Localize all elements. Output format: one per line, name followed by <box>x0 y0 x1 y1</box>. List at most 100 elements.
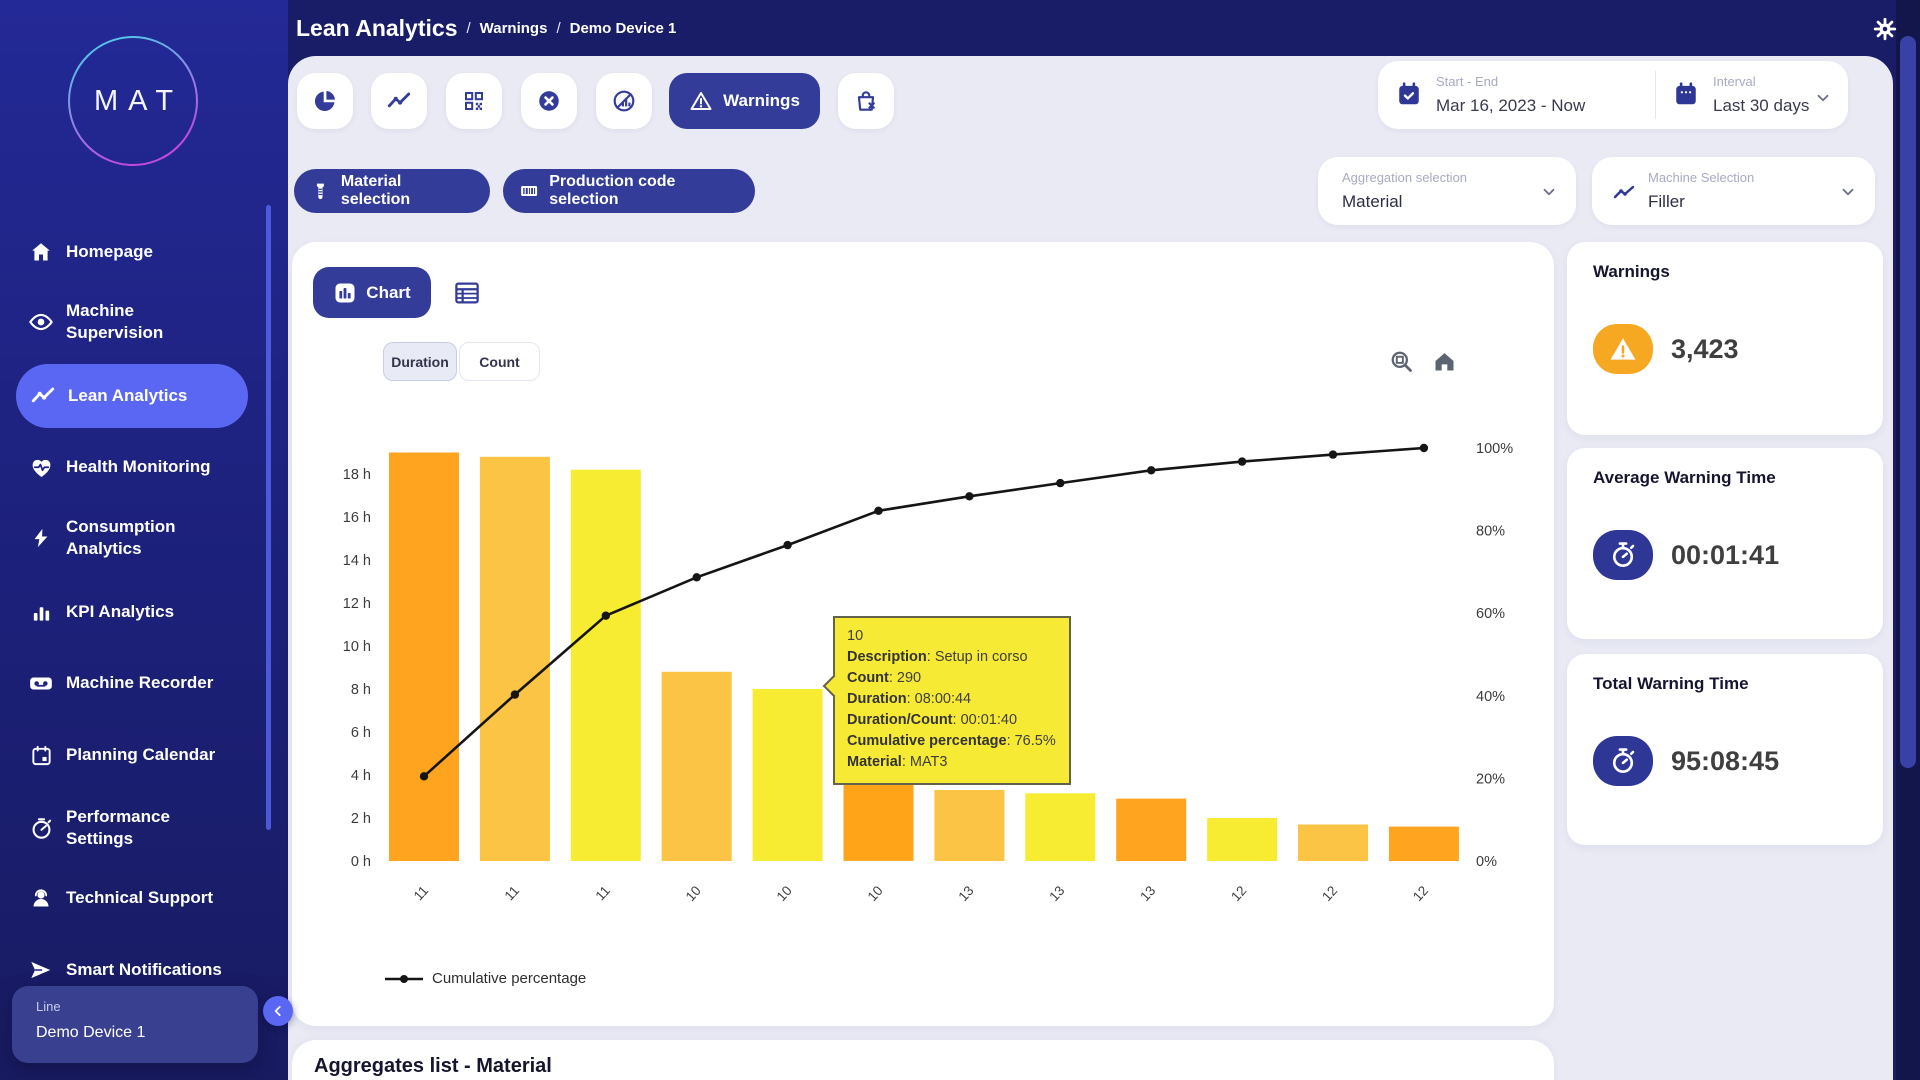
y-axis-left: 0 h2 h4 h6 h8 h10 h12 h14 h16 h18 h <box>343 467 371 870</box>
tab-x-circle[interactable] <box>521 73 577 129</box>
svg-text:11: 11 <box>411 883 432 903</box>
svg-text:10: 10 <box>774 883 795 904</box>
svg-text:11: 11 <box>593 883 614 903</box>
settings-gear-button[interactable] <box>1872 16 1898 42</box>
tab-qr-code[interactable] <box>446 73 502 129</box>
sidebar-scroll-indicator[interactable] <box>266 205 271 830</box>
tab-bag[interactable] <box>838 73 894 129</box>
chevron-left-icon <box>271 1004 285 1018</box>
svg-text:12 h: 12 h <box>343 596 371 612</box>
tooltip-row: Duration: 08:00:44 <box>847 689 1057 710</box>
sidebar-item-label: Machine Supervision <box>66 300 234 344</box>
pareto-chart-card: Chart DurationCount <box>292 242 1554 1026</box>
sidebar-item-homepage[interactable]: Homepage <box>0 221 264 283</box>
bar <box>1298 825 1368 862</box>
machine-select-label: Machine Selection <box>1648 170 1754 185</box>
page-scrollbar-thumb[interactable] <box>1900 36 1916 768</box>
chevron-down-icon <box>1814 89 1832 107</box>
heart-icon <box>28 454 54 480</box>
date-range-card: Start - End Mar 16, 2023 - Now Interval … <box>1378 61 1848 129</box>
sidebar-item-technical-support[interactable]: Technical Support <box>0 867 264 929</box>
tab-no-data-chart[interactable] <box>596 73 652 129</box>
chart-legend[interactable]: Cumulative percentage <box>384 970 586 987</box>
gear-icon <box>1872 16 1898 42</box>
sidebar-item-label: Technical Support <box>66 887 234 909</box>
y-axis-right: 0%20%40%60%80%100% <box>1476 441 1513 870</box>
breadcrumb-separator: / <box>466 20 470 37</box>
tab-warnings[interactable]: Warnings <box>669 73 820 129</box>
stopwatch-icon <box>1593 736 1653 786</box>
app-logo: MAT <box>66 34 201 169</box>
svg-text:13: 13 <box>955 883 976 904</box>
svg-text:10: 10 <box>865 883 886 904</box>
sidebar-item-machine-supervision[interactable]: Machine Supervision <box>0 291 264 353</box>
svg-text:40%: 40% <box>1476 689 1505 705</box>
sidebar-item-machine-recorder[interactable]: Machine Recorder <box>0 652 264 714</box>
sidebar-item-health-monitoring[interactable]: Health Monitoring <box>0 436 264 498</box>
home-icon <box>28 239 54 265</box>
calendar-icon <box>28 742 54 768</box>
sidebar-item-consumption-analytics[interactable]: Consumption Analytics <box>0 507 264 569</box>
sidebar-item-performance-settings[interactable]: Performance Settings <box>0 797 264 859</box>
svg-text:8 h: 8 h <box>351 682 371 698</box>
sidebar-item-label: Machine Recorder <box>66 672 234 694</box>
stat-value: 95:08:45 <box>1671 746 1779 777</box>
svg-text:11: 11 <box>502 883 523 903</box>
sidebar-item-kpi-analytics[interactable]: KPI Analytics <box>0 581 264 643</box>
bar <box>662 672 732 861</box>
breadcrumb-warnings[interactable]: Warnings <box>480 20 548 37</box>
interval-value: Last 30 days <box>1713 96 1809 116</box>
machine-select[interactable]: Machine Selection Filler <box>1592 157 1875 225</box>
svg-text:0%: 0% <box>1476 854 1497 870</box>
sidebar: MAT Homepage Machine Supervision Lean Anal… <box>0 0 288 1080</box>
interval-label: Interval <box>1713 74 1756 89</box>
production-code-selection-button[interactable]: Production code selection <box>503 169 755 213</box>
sidebar-collapse-button[interactable] <box>263 996 293 1026</box>
svg-text:4 h: 4 h <box>351 768 371 784</box>
send-icon <box>28 957 54 983</box>
stat-title: Total Warning Time <box>1593 674 1749 694</box>
legend-line-marker-icon <box>384 973 424 985</box>
svg-text:60%: 60% <box>1476 606 1505 622</box>
x-axis: 111111101010131313121212 <box>411 883 1431 904</box>
device-card[interactable]: Line Demo Device 1 <box>12 986 258 1063</box>
svg-text:13: 13 <box>1137 883 1158 904</box>
svg-text:6 h: 6 h <box>351 725 371 741</box>
aggregates-list-card: Aggregates list - Material <box>292 1040 1554 1080</box>
breadcrumb-device[interactable]: Demo Device 1 <box>570 20 677 37</box>
trend-icon <box>30 383 56 409</box>
start-end-picker[interactable]: Start - End Mar 16, 2023 - Now <box>1378 61 1655 129</box>
sidebar-item-lean-analytics[interactable]: Lean Analytics <box>16 364 248 428</box>
svg-text:10 h: 10 h <box>343 639 371 655</box>
machine-select-value: Filler <box>1648 192 1685 212</box>
tab-trend-line[interactable] <box>371 73 427 129</box>
aggregation-select[interactable]: Aggregation selection Material <box>1318 157 1576 225</box>
svg-text:16 h: 16 h <box>343 510 371 526</box>
page-title: Lean Analytics <box>296 15 457 42</box>
svg-text:12: 12 <box>1319 883 1340 904</box>
barcode-icon <box>519 180 539 202</box>
tab-pie-chart[interactable] <box>297 73 353 129</box>
sidebar-item-label: Planning Calendar <box>66 744 234 766</box>
aggregates-list-title: Aggregates list - Material <box>314 1055 552 1078</box>
sidebar-item-label: Consumption Analytics <box>66 516 234 560</box>
stat-value: 00:01:41 <box>1671 540 1779 571</box>
calendar-icon <box>1673 81 1699 107</box>
svg-text:14 h: 14 h <box>343 553 371 569</box>
stat-card-total-warning-time: Total Warning Time 95:08:45 <box>1567 654 1883 845</box>
interval-picker[interactable]: Interval Last 30 days <box>1655 61 1848 129</box>
svg-text:80%: 80% <box>1476 524 1505 540</box>
logo-text: MAT <box>66 34 201 169</box>
material-selection-button[interactable]: Material selection <box>294 169 490 213</box>
bolt-icon <box>28 525 54 551</box>
bag-x-icon <box>853 88 879 114</box>
sidebar-item-planning-calendar[interactable]: Planning Calendar <box>0 724 264 786</box>
trend-line-icon <box>386 88 412 114</box>
bar <box>753 689 823 861</box>
bar <box>1389 827 1459 861</box>
svg-text:18 h: 18 h <box>343 467 371 483</box>
aggregation-select-label: Aggregation selection <box>1342 170 1467 185</box>
sidebar-item-label: Health Monitoring <box>66 456 234 478</box>
start-end-value: Mar 16, 2023 - Now <box>1436 96 1585 116</box>
svg-text:0 h: 0 h <box>351 854 371 870</box>
